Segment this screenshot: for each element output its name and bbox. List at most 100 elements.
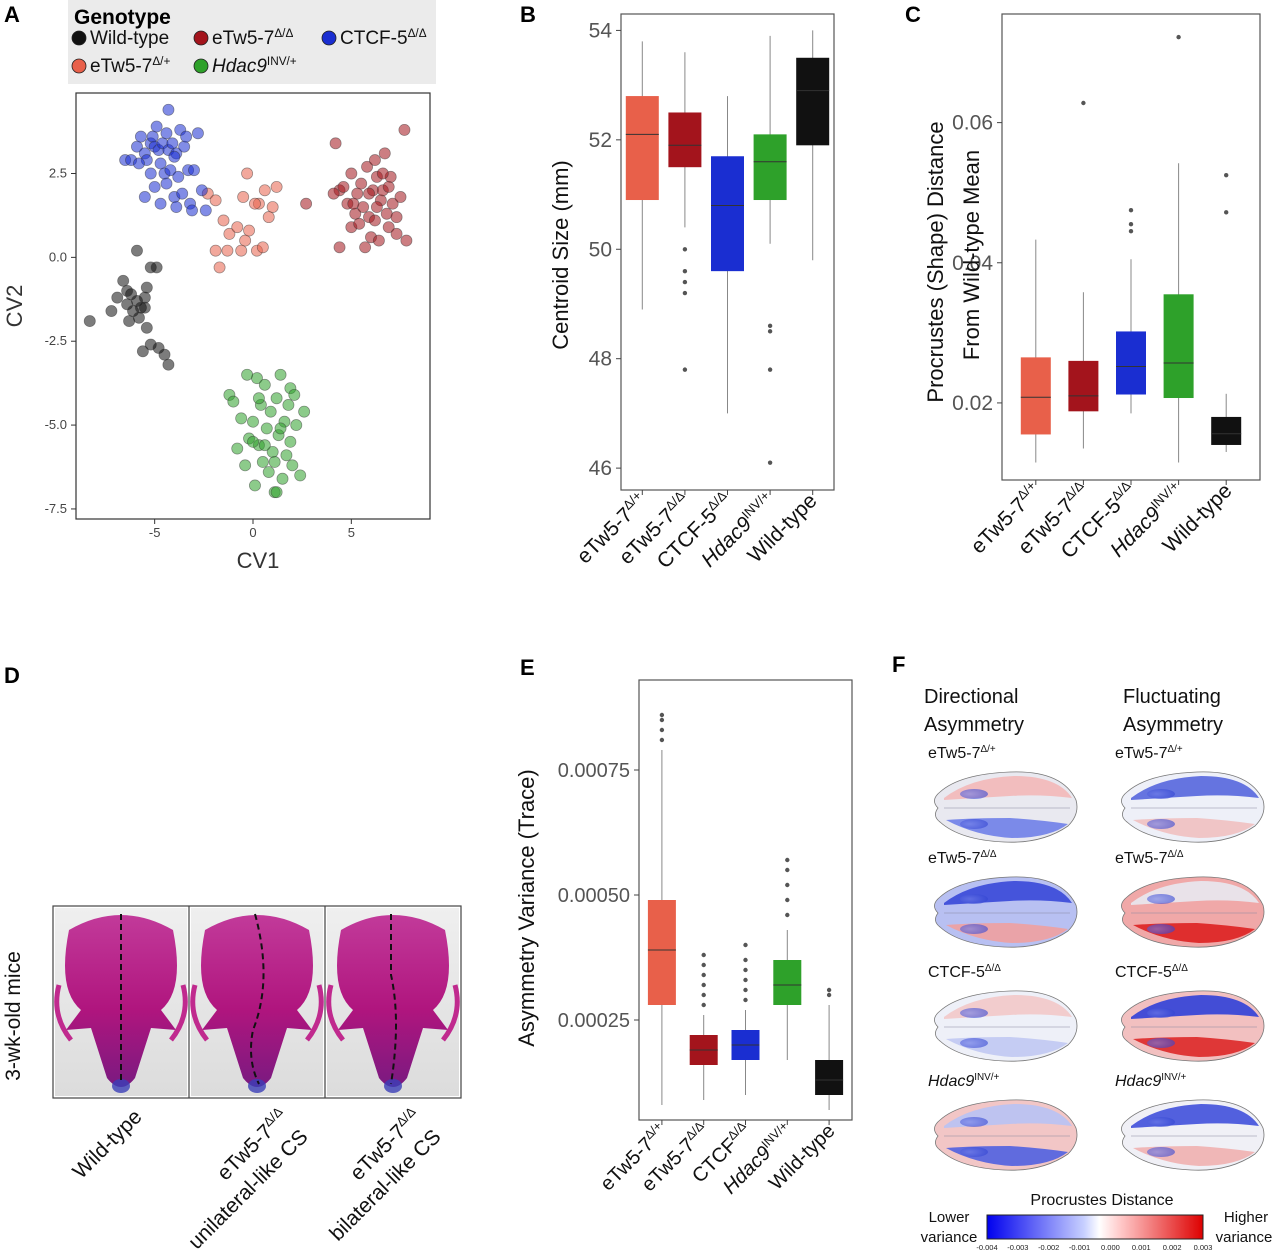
scatter-point-hdac9	[247, 435, 259, 448]
orbit-left	[1147, 1008, 1175, 1018]
scatter-point-eTw5_het	[266, 201, 279, 213]
scatter-point-hdac9	[274, 368, 287, 381]
box-hdac9	[1163, 294, 1194, 399]
legend-entries: Wild-type eTw5-7Δ/Δ CTCF-5Δ/Δ eTw5-7Δ/+ Hdac…	[71, 27, 427, 77]
scatter-point-eTw5_het	[209, 244, 222, 257]
scatter-point-hdac9	[268, 456, 281, 468]
box-eTw5_hom	[668, 112, 702, 168]
x-tick-label: -5	[149, 525, 161, 540]
legend-label-wild_type: Wild-type	[90, 28, 169, 49]
box-ctcf	[711, 156, 744, 272]
scale-tick-label: -0.003	[1007, 1243, 1028, 1250]
scatter-point-ctcf	[178, 140, 191, 153]
box-eTw5_het	[647, 900, 676, 1005]
outlier-eTw5_het	[659, 727, 665, 733]
skull-heatmap-0-0	[934, 771, 1078, 843]
scale-tick-label: 0.000	[1101, 1243, 1120, 1250]
scatter-point-hdac9	[282, 399, 295, 411]
skull-photo-1	[54, 908, 188, 1096]
scatter-point-eTw5_het	[241, 167, 254, 180]
y-tick-label: 0.00025	[558, 1010, 630, 1032]
y-axis-label-cv2: CV2	[2, 285, 27, 328]
outlier-wild_type	[1224, 210, 1229, 215]
y-axis-label-procrustes-line2: From Wild-type Mean	[959, 150, 984, 360]
scatter-point-wild_type	[117, 274, 130, 287]
scatter-point-hdac9	[284, 435, 297, 448]
outlier-hdac9	[767, 323, 773, 329]
orbit-left	[960, 894, 988, 904]
scatter-point-eTw5_het	[256, 241, 269, 254]
outlier-eTw5_het	[659, 712, 665, 718]
box-hdac9	[773, 960, 802, 1005]
scatter-point-ctcf	[154, 197, 167, 210]
scatter-point-ctcf	[148, 180, 161, 193]
outlier-ctcf	[743, 977, 748, 983]
scatter-point-wild_type	[158, 348, 171, 361]
legend-swatch-ctcf	[321, 30, 337, 46]
y-tick-label: 0.00050	[558, 885, 630, 907]
outlier-hdac9	[767, 367, 773, 372]
column-title-directional: Directional	[924, 686, 1018, 708]
scatter-ticks: -5 0 5 2.5 0.0 -2.5 -5.0 -7.5	[45, 166, 355, 540]
outlier-eTw5_het	[659, 717, 665, 723]
skull-heatmap-0-1	[1121, 771, 1265, 843]
row-label-0-0: eTw5-7Δ/+	[928, 744, 996, 762]
scatter-point-eTw5_hom	[359, 241, 372, 254]
skull-heatmap-2-0	[934, 990, 1078, 1062]
skull-heatmap-2-1	[1121, 990, 1265, 1062]
scale-title: Procrustes Distance	[1030, 1192, 1173, 1209]
incisor-tip	[248, 1079, 266, 1093]
row-label-2-1: CTCF-5Δ/Δ	[1115, 963, 1188, 981]
skull-photo-3	[324, 906, 460, 1098]
scatter-point-hdac9	[264, 405, 277, 418]
skull-heatmap-1-1	[1121, 876, 1265, 948]
y-tick-label: 0.02	[952, 392, 993, 415]
y-tick-label: 52	[589, 129, 612, 152]
scatter-point-wild_type	[150, 261, 163, 274]
caption-line1-1: Wild-type	[68, 1105, 146, 1183]
scatter-point-hdac9	[262, 466, 275, 478]
scatter-point-hdac9	[270, 392, 283, 405]
orbit-right	[1147, 924, 1175, 934]
panel-letter-d: D	[4, 663, 20, 688]
skull-heatmap-3-1	[1121, 1099, 1265, 1171]
outlier-hdac9	[1176, 34, 1181, 40]
scatter-point-ctcf	[170, 201, 183, 213]
skull-silhouette	[201, 915, 313, 1087]
scatter-point-ctcf	[166, 137, 179, 150]
outlier-eTw5_hom	[701, 962, 706, 968]
x-axis-label-cv1: CV1	[237, 548, 280, 573]
scatter-point-ctcf	[191, 127, 204, 140]
orbit-left	[1147, 789, 1175, 799]
y-tick-label: 50	[589, 238, 612, 261]
skull-silhouette	[65, 915, 177, 1087]
outlier-ctcf	[1128, 208, 1134, 213]
y-axis-label-centroid: Centroid Size (mm)	[548, 160, 573, 349]
scatter-point-ctcf	[150, 120, 163, 133]
scatter-point-hdac9	[298, 405, 311, 418]
scatter-point-hdac9	[270, 486, 283, 499]
orbit-right	[960, 924, 988, 934]
scatter-point-eTw5_hom	[386, 197, 399, 210]
box-wild_type	[815, 1060, 844, 1095]
zygomatic-arch	[169, 984, 188, 1042]
panel-f: Directional Asymmetry Fluctuating Asymme…	[921, 686, 1273, 1250]
y-tick-label: 0.00075	[558, 760, 630, 782]
scatter-point-hdac9	[294, 469, 307, 482]
outlier-ctcf	[743, 942, 748, 948]
scatter-point-hdac9	[252, 392, 265, 405]
scatter-point-eTw5_hom	[390, 227, 403, 240]
y-tick-label: 0.06	[952, 112, 993, 135]
scatter-point-wild_type	[123, 315, 136, 328]
scale-lower-label: Lower	[929, 1209, 970, 1226]
panel-letter-a: A	[4, 2, 20, 27]
y-tick-label: 0.0	[49, 249, 67, 264]
orbit-right	[960, 1147, 988, 1157]
outlier-hdac9	[767, 329, 773, 334]
scatter-point-ctcf	[146, 130, 159, 143]
y-axis-label-asymmetry: Asymmetry Variance (Trace)	[514, 769, 539, 1047]
scatter-point-ctcf	[160, 127, 173, 140]
scale-tick-label: -0.004	[976, 1243, 997, 1250]
box-wild_type	[796, 57, 830, 146]
outlier-wild_type	[826, 987, 832, 993]
